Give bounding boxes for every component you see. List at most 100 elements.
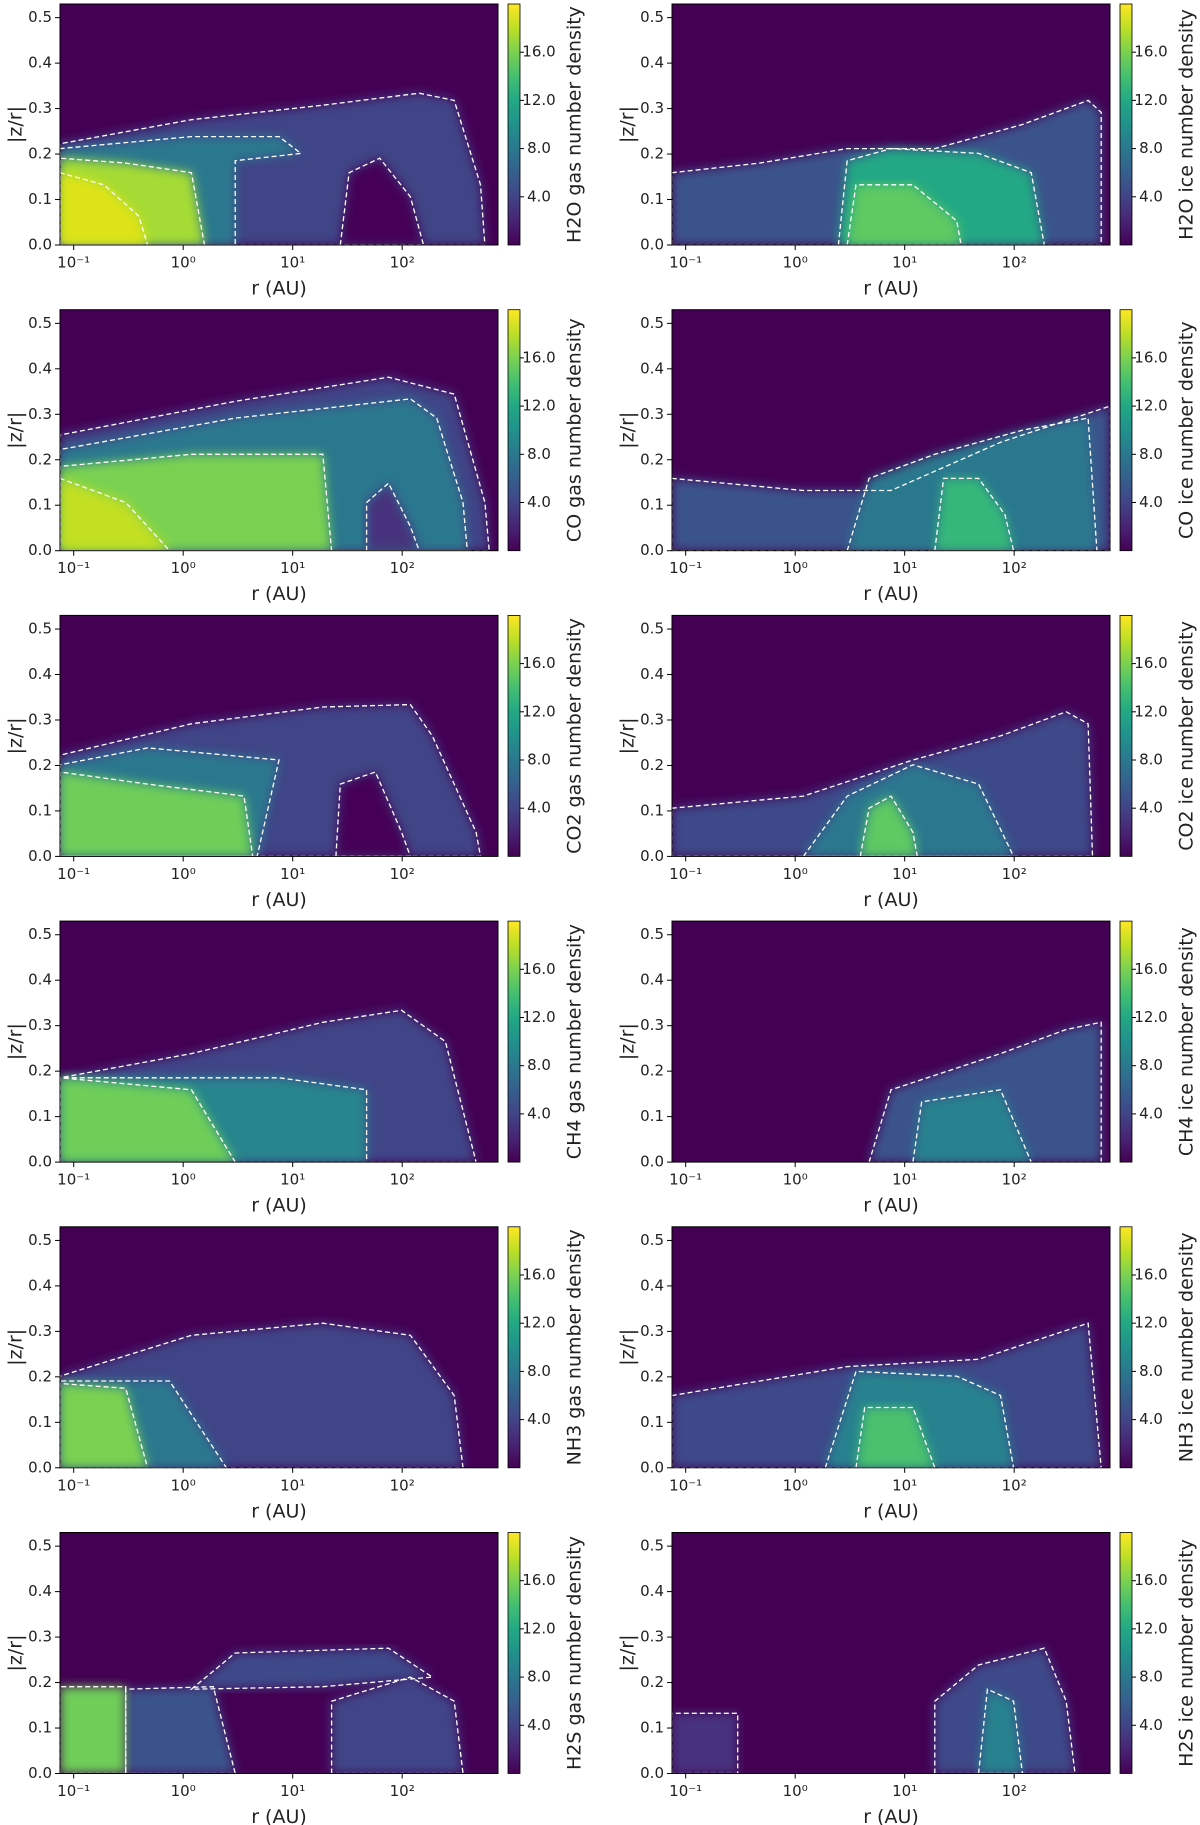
- heatmap: [672, 921, 1110, 1163]
- y-tick-label: 0.3: [640, 1322, 664, 1340]
- y-tick-label: 0.3: [640, 710, 664, 728]
- colorbar-tick-label: 8.0: [527, 139, 551, 157]
- colorbar-label: CH4 ice number density: [1176, 927, 1198, 1156]
- contour: [60, 92, 486, 245]
- panel: 10⁻¹ 10⁰ 10¹ 10² 0.0 0.1 0.2 0.3 0.4 0.5 r (AU) |z/…: [617, 309, 1198, 605]
- y-tick-label: 0.0: [640, 1764, 664, 1782]
- x-tick-label: 10²: [390, 254, 415, 272]
- y-tick-label: 0.1: [28, 1107, 52, 1125]
- x-tick-label: 10¹: [280, 1171, 305, 1189]
- x-tick-label: 10¹: [892, 559, 917, 577]
- colorbar-label: H2S ice number density: [1176, 1539, 1198, 1767]
- y-axis-label: |z/r|: [617, 1329, 639, 1366]
- contour: [60, 157, 206, 245]
- x-tick-label: 10¹: [892, 865, 917, 883]
- colorbar-label: NH3 ice number density: [1176, 1232, 1198, 1462]
- density-region: [912, 1089, 1032, 1163]
- colorbar-tick-label: 4.0: [1139, 1410, 1163, 1428]
- contour: [60, 703, 482, 857]
- contour: [189, 1647, 435, 1690]
- colorbar: [1119, 1226, 1133, 1469]
- y-axis-label: |z/r|: [5, 106, 27, 143]
- y-tick-label: 0.5: [640, 1537, 664, 1555]
- y-tick-label: 0.1: [28, 1719, 52, 1737]
- x-axis-label: r (AU): [863, 889, 919, 911]
- y-tick-label: 0.5: [640, 8, 664, 26]
- y-tick-label: 0.2: [28, 1062, 52, 1080]
- y-tick-label: 0.5: [640, 925, 664, 943]
- plot-frame: [59, 920, 499, 1163]
- y-axis-label: |z/r|: [617, 1635, 639, 1672]
- contour: [60, 1077, 368, 1163]
- y-tick-label: 0.3: [28, 1016, 52, 1034]
- contour: [846, 184, 962, 245]
- panel: 10⁻¹ 10⁰ 10¹ 10² 0.0 0.1 0.2 0.3 0.4 0.5 r (AU) |z/…: [617, 3, 1198, 300]
- colorbar-tick-label: 12.0: [522, 91, 555, 109]
- y-tick-label: 0.5: [28, 925, 52, 943]
- panel: 10⁻¹ 10⁰ 10¹ 10² 0.0 0.1 0.2 0.3 0.4 0.5 r (AU) |z/…: [617, 614, 1198, 911]
- x-tick-label: 10⁻¹: [669, 1782, 702, 1800]
- y-tick-label: 0.4: [640, 1582, 664, 1600]
- y-tick-label: 0.0: [28, 1458, 52, 1476]
- y-tick-label: 0.5: [28, 1231, 52, 1249]
- x-tick-label: 10²: [390, 1171, 415, 1189]
- x-tick-label: 10²: [390, 1476, 415, 1494]
- colorbar-tick-label: 16.0: [522, 348, 555, 366]
- colorbar: [507, 309, 521, 552]
- colorbar-label: CO gas number density: [564, 318, 586, 542]
- density-region: [856, 1407, 935, 1468]
- density-region: [366, 483, 420, 551]
- x-tick-label: 10⁰: [171, 865, 196, 883]
- y-tick-label: 0.1: [640, 190, 664, 208]
- x-tick-label: 10¹: [892, 1782, 917, 1800]
- density-region: [60, 1077, 236, 1163]
- colorbar-tick-label: 16.0: [522, 1266, 555, 1284]
- x-tick-label: 10¹: [280, 1476, 305, 1494]
- y-tick-label: 0.5: [640, 1231, 664, 1249]
- density-region: [934, 478, 1014, 551]
- colorbar-tick-label: 4.0: [527, 493, 551, 511]
- contour: [365, 482, 420, 551]
- colorbar-tick-label: 12.0: [522, 1008, 555, 1026]
- x-tick-label: 10⁰: [171, 559, 196, 577]
- colorbar-tick-label: 4.0: [1139, 1716, 1163, 1734]
- colorbar-tick-label: 8.0: [1139, 1362, 1163, 1380]
- heatmap: [60, 615, 498, 857]
- y-tick-label: 0.2: [28, 450, 52, 468]
- density-region: [125, 1686, 236, 1774]
- x-tick-label: 10⁰: [171, 1782, 196, 1800]
- x-axis-label: r (AU): [863, 1500, 919, 1522]
- y-tick-label: 0.2: [28, 1673, 52, 1691]
- colorbar-tick-label: 16.0: [522, 43, 555, 61]
- y-tick-label: 0.4: [28, 971, 52, 989]
- y-tick-label: 0.4: [28, 54, 52, 72]
- y-tick-label: 0.3: [28, 710, 52, 728]
- x-tick-label: 10¹: [892, 254, 917, 272]
- contour: [846, 417, 1098, 551]
- x-tick-label: 10⁻¹: [669, 559, 702, 577]
- panel: 10⁻¹ 10⁰ 10¹ 10² 0.0 0.1 0.2 0.3 0.4 0.5 r (AU) |z/…: [5, 1226, 586, 1522]
- contour: [335, 771, 412, 857]
- y-axis-label: |z/r|: [617, 106, 639, 143]
- contour: [330, 1676, 464, 1774]
- contour: [672, 711, 1094, 857]
- colorbar-label: H2O ice number density: [1176, 9, 1198, 240]
- colorbar-tick-label: 8.0: [527, 1362, 551, 1380]
- contour: [339, 157, 425, 245]
- y-tick-label: 0.0: [28, 1764, 52, 1782]
- colorbar-tick-label: 12.0: [1134, 702, 1167, 720]
- x-tick-label: 10⁻¹: [669, 1171, 702, 1189]
- density-region: [191, 1648, 433, 1690]
- y-tick-label: 0.1: [640, 1719, 664, 1737]
- y-axis-label: |z/r|: [5, 717, 27, 754]
- y-tick-label: 0.0: [640, 1153, 664, 1171]
- y-tick-label: 0.4: [640, 971, 664, 989]
- colorbar-tick-label: 12.0: [522, 1619, 555, 1637]
- colorbar-label: H2O gas number density: [564, 6, 586, 243]
- density-region: [60, 172, 148, 245]
- colorbar-tick-label: 16.0: [1134, 348, 1167, 366]
- colorbar: [1119, 309, 1133, 552]
- x-tick-label: 10²: [1002, 559, 1027, 577]
- x-tick-label: 10⁻¹: [669, 1476, 702, 1494]
- density-region: [978, 1689, 1023, 1774]
